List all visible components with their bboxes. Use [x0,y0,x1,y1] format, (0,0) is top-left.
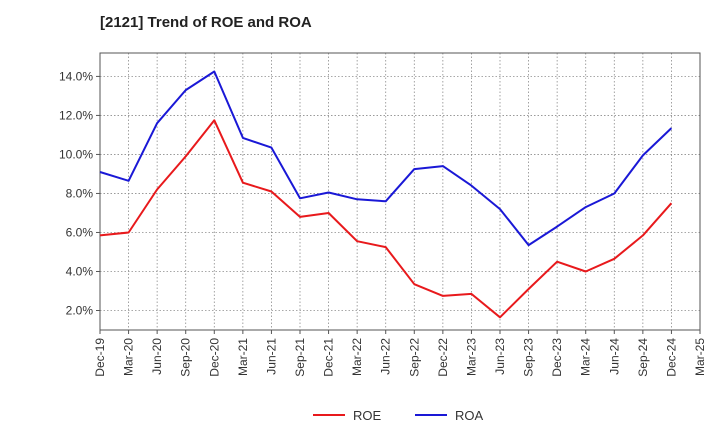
x-tick-label: Mar-20 [122,338,136,376]
chart-title: [2121] Trend of ROE and ROA [100,14,312,31]
x-tick-label: Mar-24 [579,338,593,376]
x-tick-label: Dec-24 [664,338,678,377]
x-tick-label: Dec-19 [93,338,107,377]
y-tick-label: 10.0% [59,147,93,161]
y-tick-label: 2.0% [66,303,94,317]
y-tick-label: 6.0% [66,225,94,239]
x-tick-label: Jun-20 [150,338,164,375]
x-tick-label: Jun-24 [607,338,621,375]
legend-label-roa: ROA [455,408,484,423]
y-tick-label: 4.0% [66,264,94,278]
x-tick-label: Jun-22 [379,338,393,375]
y-tick-label: 14.0% [59,69,93,83]
x-tick-label: Jun-21 [264,338,278,375]
plot-border [99,52,701,331]
x-tick-label: Sep-24 [636,338,650,377]
x-tick-label: Mar-22 [350,338,364,376]
series-line-roe [99,119,673,319]
plot-area [100,53,700,330]
x-tick-label: Mar-25 [693,338,707,376]
x-tick-label: Dec-21 [322,338,336,377]
x-tick-label: Jun-23 [493,338,507,375]
x-tick-label: Mar-23 [464,338,478,376]
x-tick-label: Sep-21 [293,338,307,377]
x-tick-label: Sep-20 [179,338,193,377]
series-line-roa [99,70,673,247]
x-tick-label: Dec-20 [207,338,221,377]
x-tick-label: Dec-22 [436,338,450,377]
y-tick-label: 12.0% [59,108,93,122]
x-tick-label: Sep-22 [407,338,421,377]
y-tick-label: 8.0% [66,186,94,200]
x-tick-label: Dec-23 [550,338,564,377]
x-tick-label: Sep-23 [522,338,536,377]
legend-label-roe: ROE [353,408,382,423]
x-tick-label: Mar-21 [236,338,250,376]
